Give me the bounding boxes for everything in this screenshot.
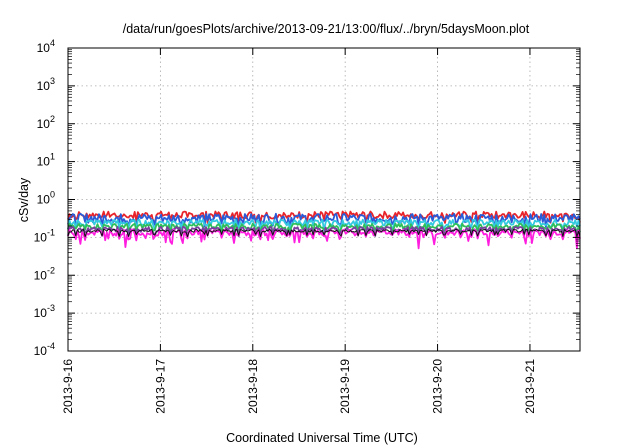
y-tick-label: 103 — [37, 76, 55, 93]
chart-title: /data/run/goesPlots/archive/2013-09-21/1… — [123, 22, 530, 36]
y-tick-label: 10-4 — [34, 341, 55, 358]
x-axis-label: Coordinated Universal Time (UTC) — [226, 431, 418, 445]
x-tick-label: 2013-9-18 — [246, 359, 260, 414]
series-lines — [67, 210, 581, 250]
x-tick-label: 2013-9-16 — [61, 359, 75, 414]
grid — [68, 48, 580, 351]
y-tick-label: 10-2 — [34, 265, 55, 282]
x-tick-label: 2013-9-19 — [338, 359, 352, 414]
x-axis: 2013-9-16 2013-9-17 2013-9-18 2013-9-19 2013… — [61, 48, 537, 414]
series-line — [67, 222, 581, 235]
x-tick-label: 2013-9-21 — [523, 359, 537, 414]
y-tick-label: 102 — [37, 114, 55, 131]
y-tick-label: 10-1 — [34, 227, 55, 244]
y-axis-label: cSv/day — [17, 177, 31, 222]
y-axis: 10-4 10-3 10-2 10-1 100 101 102 103 104 — [34, 38, 580, 358]
x-tick-label: 2013-9-20 — [431, 359, 445, 414]
x-tick-label: 2013-9-17 — [153, 359, 167, 414]
y-tick-label: 10-3 — [34, 303, 55, 320]
y-tick-label: 101 — [37, 152, 55, 169]
series-line — [67, 228, 581, 238]
y-tick-label: 104 — [37, 38, 55, 55]
y-tick-label: 100 — [37, 190, 55, 207]
